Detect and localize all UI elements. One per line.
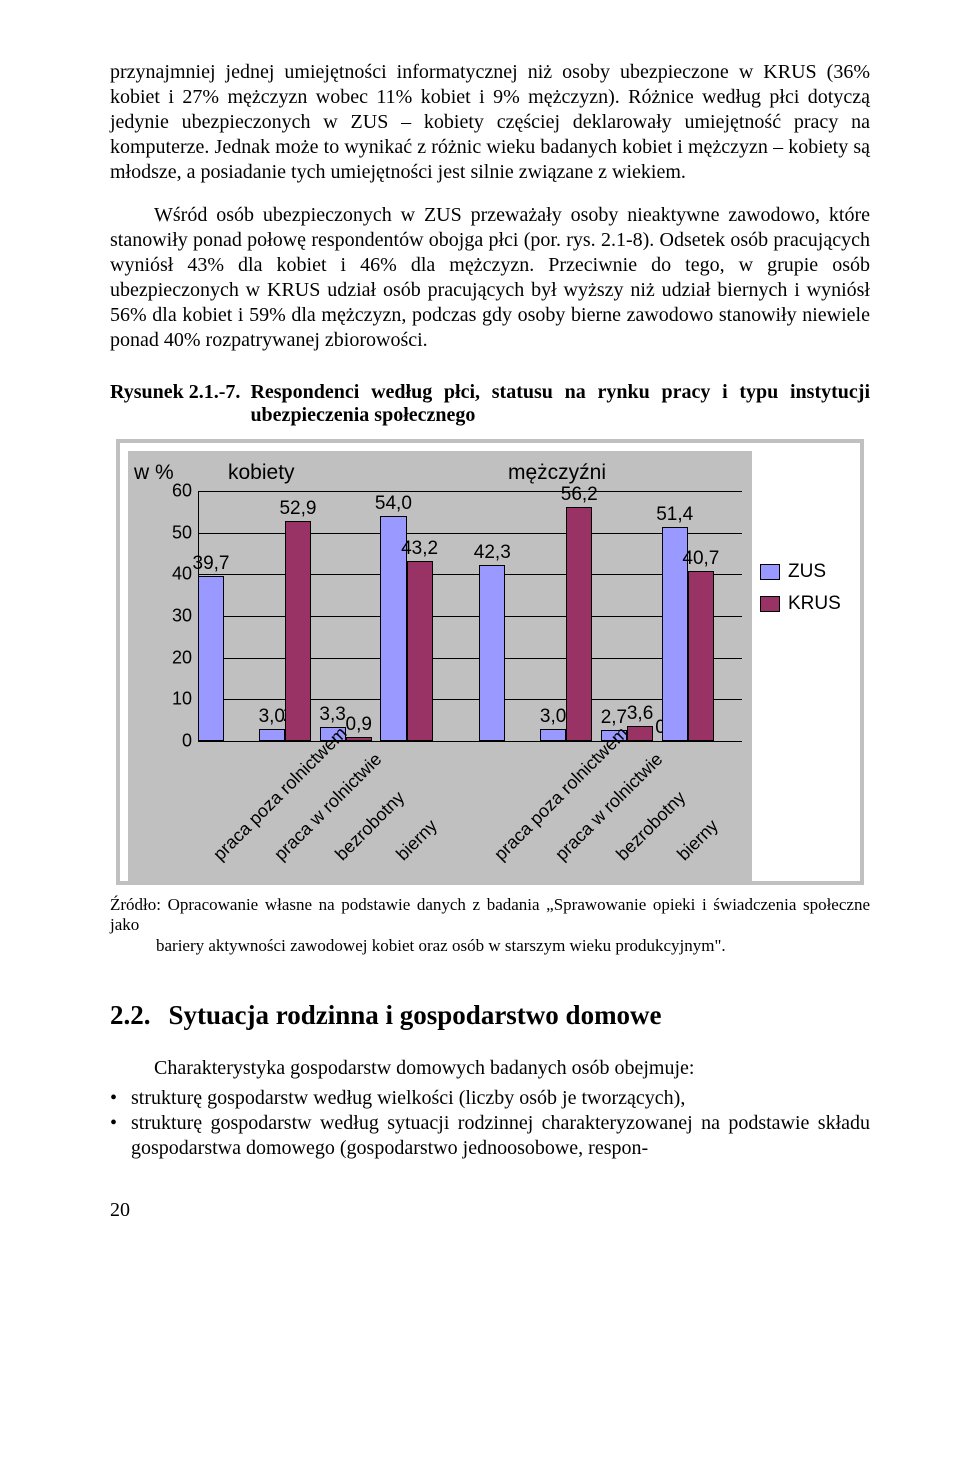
gridline (198, 574, 742, 575)
figure-source: Źródło: Opracowanie własne na podstawie … (110, 895, 870, 956)
bar-label: 56,2 (551, 484, 607, 506)
chart-container: w % kobiety mężczyźni 010203040506039,73… (116, 439, 864, 885)
bar-label: 51,4 (647, 504, 703, 526)
legend-item-zus: ZUS (760, 561, 852, 583)
paragraph-2: Wśród osób ubezpieczonych w ZUS przeważa… (110, 203, 870, 353)
figure-caption-text: Respondenci według płci, statusu na rynk… (250, 381, 870, 427)
gridline (198, 658, 742, 659)
list-item: strukturę gospodarstw według sytuacji ro… (110, 1111, 870, 1161)
chart-plot-area: w % kobiety mężczyźni 010203040506039,73… (128, 451, 752, 881)
section-heading: 2.2. Sytuacja rodzinna i gospodarstwo do… (110, 1000, 870, 1031)
bar-krus: 43,2 (407, 561, 433, 741)
legend-label-zus: ZUS (788, 561, 826, 583)
bar-label: 40,7 (673, 548, 729, 570)
ytick-label: 60 (172, 481, 198, 502)
list-item-text: strukturę gospodarstw według sytuacji ro… (131, 1111, 870, 1161)
bar-zus: 42,3 (479, 565, 505, 741)
figure-label: Rysunek 2.1.-7. (110, 381, 240, 427)
xtick-label: bierny (673, 815, 723, 865)
xtick-label: bierny (392, 815, 442, 865)
legend-item-krus: KRUS (760, 593, 852, 615)
bar-zus: 3,0 (540, 729, 566, 742)
bar-zus: 39,7 (198, 576, 224, 741)
list-item-text: strukturę gospodarstw według wielkości (… (131, 1086, 685, 1111)
list-intro: Charakterystyka gospodarstw domowych bad… (110, 1057, 870, 1080)
ytick-label: 10 (172, 689, 198, 710)
swatch-zus (760, 564, 780, 580)
source-line-1: Źródło: Opracowanie własne na podstawie … (110, 895, 870, 934)
list-item: strukturę gospodarstw według wielkości (… (110, 1086, 870, 1111)
figure-caption: Rysunek 2.1.-7. Respondenci według płci,… (110, 381, 870, 427)
xtick-label: praca w rolnictwie (551, 749, 667, 865)
bar-krus: 40,7 (688, 571, 714, 741)
bar-label: 52,9 (270, 498, 326, 520)
ytick-label: 20 (172, 647, 198, 668)
gridline (198, 616, 742, 617)
gridline (198, 699, 742, 700)
ytick-label: 0 (182, 731, 198, 752)
source-line-2: bariery aktywności zawodowej kobiet oraz… (110, 936, 870, 956)
section-number: 2.2. (110, 1000, 151, 1031)
bar-zus: 3,0 (259, 729, 285, 742)
chart-legend: ZUS KRUS (760, 451, 852, 881)
swatch-krus (760, 596, 780, 612)
page-number: 20 (110, 1199, 870, 1222)
ytick-label: 50 (172, 522, 198, 543)
gridline (198, 533, 742, 534)
bar-label: 39,7 (183, 553, 239, 575)
paragraph-1: przynajmniej jednej umiejętności informa… (110, 60, 870, 185)
bar-label: 42,3 (464, 542, 520, 564)
legend-label-krus: KRUS (788, 593, 841, 615)
ytick-label: 30 (172, 606, 198, 627)
bullet-list: strukturę gospodarstw według wielkości (… (110, 1086, 870, 1161)
chart-group-label-male: mężczyźni (508, 461, 606, 485)
xtick-label: praca w rolnictwie (270, 749, 386, 865)
bar-label: 43,2 (392, 538, 448, 560)
chart-ylabel: w % (134, 461, 174, 485)
section-title: Sytuacja rodzinna i gospodarstwo domowe (169, 1000, 662, 1031)
bar-label: 54,0 (365, 493, 421, 515)
gridline (198, 491, 742, 492)
chart-group-label-female: kobiety (228, 461, 295, 485)
